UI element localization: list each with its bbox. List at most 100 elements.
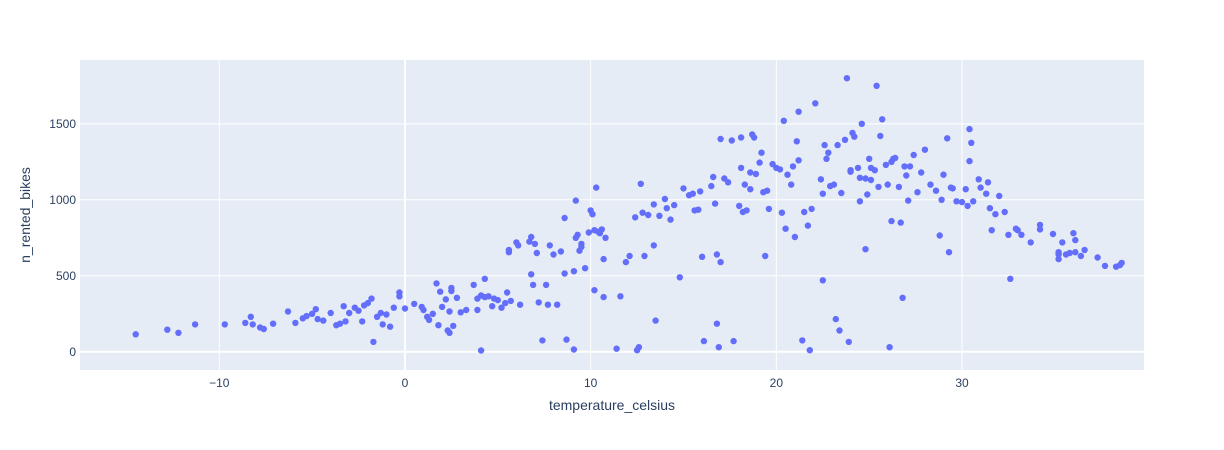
data-point[interactable] — [359, 318, 365, 324]
data-point[interactable] — [1072, 237, 1078, 243]
data-point[interactable] — [725, 179, 731, 185]
data-point[interactable] — [959, 199, 965, 205]
data-point[interactable] — [758, 150, 764, 156]
data-point[interactable] — [742, 181, 748, 187]
data-point[interactable] — [391, 305, 397, 311]
data-point[interactable] — [872, 167, 878, 173]
data-point[interactable] — [482, 276, 488, 282]
data-point[interactable] — [558, 248, 564, 254]
data-point[interactable] — [532, 241, 538, 247]
data-point[interactable] — [1078, 253, 1084, 259]
data-point[interactable] — [337, 321, 343, 327]
data-point[interactable] — [987, 205, 993, 211]
data-point[interactable] — [677, 274, 683, 280]
data-point[interactable] — [664, 205, 670, 211]
data-point[interactable] — [782, 226, 788, 232]
data-point[interactable] — [270, 321, 276, 327]
data-point[interactable] — [788, 181, 794, 187]
data-point[interactable] — [600, 256, 606, 262]
data-point[interactable] — [222, 321, 228, 327]
data-point[interactable] — [712, 200, 718, 206]
data-point[interactable] — [508, 298, 514, 304]
data-point[interactable] — [528, 234, 534, 240]
data-point[interactable] — [862, 175, 868, 181]
data-point[interactable] — [528, 271, 534, 277]
data-point[interactable] — [918, 169, 924, 175]
data-point[interactable] — [730, 338, 736, 344]
data-point[interactable] — [738, 134, 744, 140]
data-point[interactable] — [539, 337, 545, 343]
data-point[interactable] — [613, 346, 619, 352]
data-point[interactable] — [641, 253, 647, 259]
data-point[interactable] — [671, 202, 677, 208]
data-point[interactable] — [1018, 232, 1024, 238]
data-point[interactable] — [885, 181, 891, 187]
data-point[interactable] — [896, 184, 902, 190]
data-point[interactable] — [898, 219, 904, 225]
data-point[interactable] — [886, 344, 892, 350]
data-point[interactable] — [383, 311, 389, 317]
data-point[interactable] — [561, 215, 567, 221]
data-point[interactable] — [781, 118, 787, 124]
data-point[interactable] — [636, 344, 642, 350]
data-point[interactable] — [534, 250, 540, 256]
data-point[interactable] — [439, 304, 445, 310]
data-point[interactable] — [779, 210, 785, 216]
data-point[interactable] — [868, 177, 874, 183]
data-point[interactable] — [545, 302, 551, 308]
data-point[interactable] — [714, 321, 720, 327]
data-point[interactable] — [818, 176, 824, 182]
data-point[interactable] — [946, 249, 952, 255]
data-point[interactable] — [751, 134, 757, 140]
data-point[interactable] — [574, 232, 580, 238]
data-point[interactable] — [820, 277, 826, 283]
data-point[interactable] — [285, 308, 291, 314]
data-point[interactable] — [411, 301, 417, 307]
data-point[interactable] — [907, 163, 913, 169]
data-point[interactable] — [632, 214, 638, 220]
data-point[interactable] — [866, 156, 872, 162]
data-point[interactable] — [784, 172, 790, 178]
data-point[interactable] — [437, 289, 443, 295]
data-point[interactable] — [710, 174, 716, 180]
data-point[interactable] — [656, 213, 662, 219]
data-point[interactable] — [716, 344, 722, 350]
data-point[interactable] — [626, 253, 632, 259]
data-point[interactable] — [450, 323, 456, 329]
data-point[interactable] — [808, 206, 814, 212]
data-point[interactable] — [547, 242, 553, 248]
data-point[interactable] — [489, 303, 495, 309]
data-point[interactable] — [963, 186, 969, 192]
data-point[interactable] — [346, 310, 352, 316]
data-point[interactable] — [458, 309, 464, 315]
data-point[interactable] — [842, 137, 848, 143]
data-point[interactable] — [446, 330, 452, 336]
data-point[interactable] — [944, 135, 950, 141]
data-point[interactable] — [586, 229, 592, 235]
data-point[interactable] — [777, 166, 783, 172]
data-point[interactable] — [846, 339, 852, 345]
data-point[interactable] — [599, 226, 605, 232]
data-point[interactable] — [795, 109, 801, 115]
data-point[interactable] — [504, 289, 510, 295]
data-point[interactable] — [563, 336, 569, 342]
data-point[interactable] — [905, 197, 911, 203]
data-point[interactable] — [430, 311, 436, 317]
data-point[interactable] — [790, 163, 796, 169]
data-point[interactable] — [996, 193, 1002, 199]
data-point[interactable] — [820, 191, 826, 197]
data-point[interactable] — [873, 83, 879, 89]
data-point[interactable] — [883, 162, 889, 168]
data-point[interactable] — [1028, 239, 1034, 245]
data-point[interactable] — [1005, 232, 1011, 238]
data-point[interactable] — [834, 142, 840, 148]
data-point[interactable] — [368, 295, 374, 301]
data-point[interactable] — [536, 299, 542, 305]
data-point[interactable] — [983, 191, 989, 197]
data-point[interactable] — [875, 184, 881, 190]
data-point[interactable] — [844, 75, 850, 81]
data-point[interactable] — [543, 282, 549, 288]
data-point[interactable] — [320, 317, 326, 323]
data-point[interactable] — [680, 185, 686, 191]
data-point[interactable] — [517, 302, 523, 308]
